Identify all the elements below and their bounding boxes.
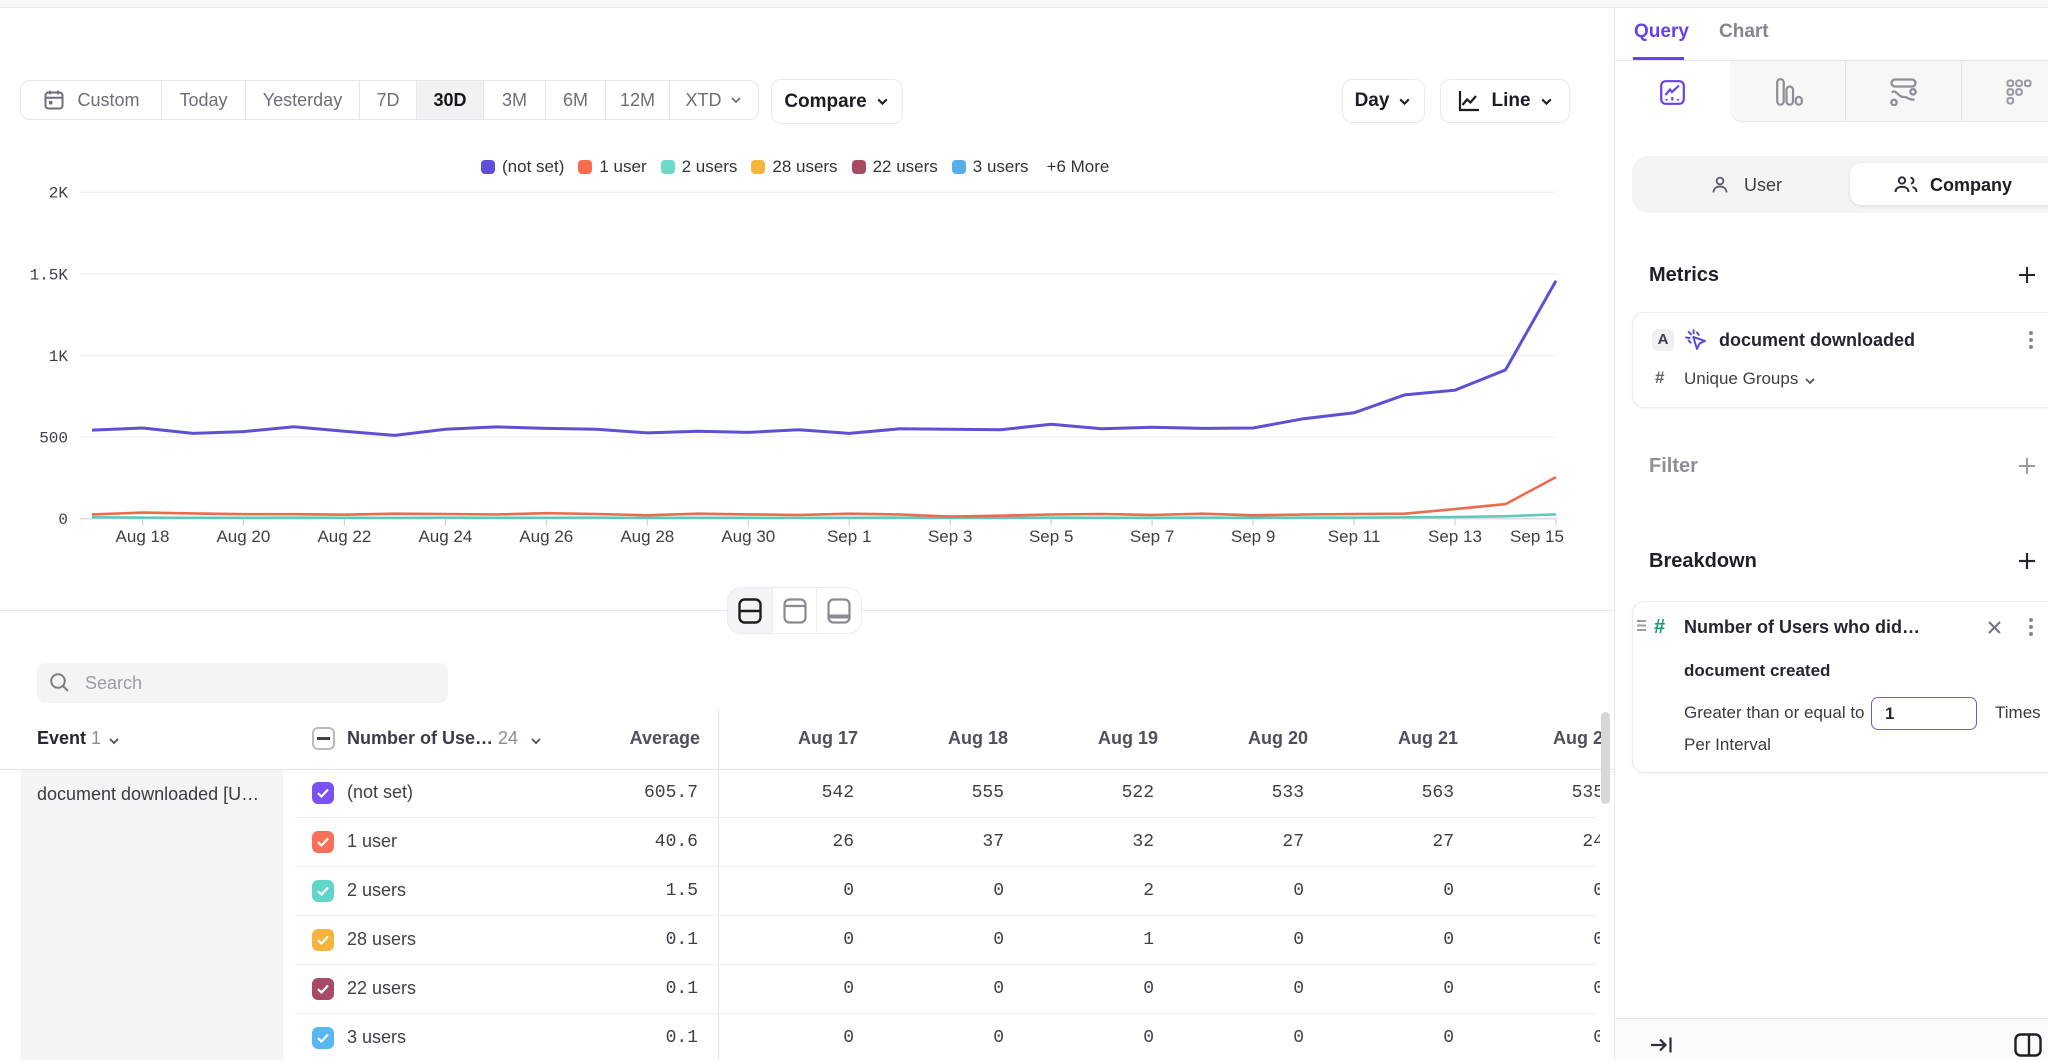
svg-text:2K: 2K — [49, 185, 69, 203]
svg-text:1K: 1K — [49, 348, 69, 366]
svg-text:500: 500 — [39, 430, 68, 448]
svg-text:Aug 28: Aug 28 — [620, 527, 674, 546]
svg-text:0: 0 — [58, 511, 68, 529]
svg-text:Aug 22: Aug 22 — [317, 527, 371, 546]
svg-text:Aug 26: Aug 26 — [519, 527, 573, 546]
svg-text:Sep 3: Sep 3 — [928, 527, 972, 546]
svg-text:Aug 20: Aug 20 — [216, 527, 270, 546]
svg-text:Sep 15: Sep 15 — [1510, 527, 1564, 546]
svg-text:Sep 1: Sep 1 — [827, 527, 871, 546]
svg-text:Sep 9: Sep 9 — [1231, 527, 1275, 546]
svg-text:Aug 30: Aug 30 — [721, 527, 775, 546]
svg-text:Sep 11: Sep 11 — [1328, 527, 1381, 546]
svg-text:1.5K: 1.5K — [30, 266, 69, 284]
svg-text:Sep 5: Sep 5 — [1029, 527, 1073, 546]
svg-text:Sep 13: Sep 13 — [1428, 527, 1482, 546]
svg-text:Aug 18: Aug 18 — [116, 527, 170, 546]
svg-text:Sep 7: Sep 7 — [1130, 527, 1174, 546]
svg-text:Aug 24: Aug 24 — [418, 527, 472, 546]
